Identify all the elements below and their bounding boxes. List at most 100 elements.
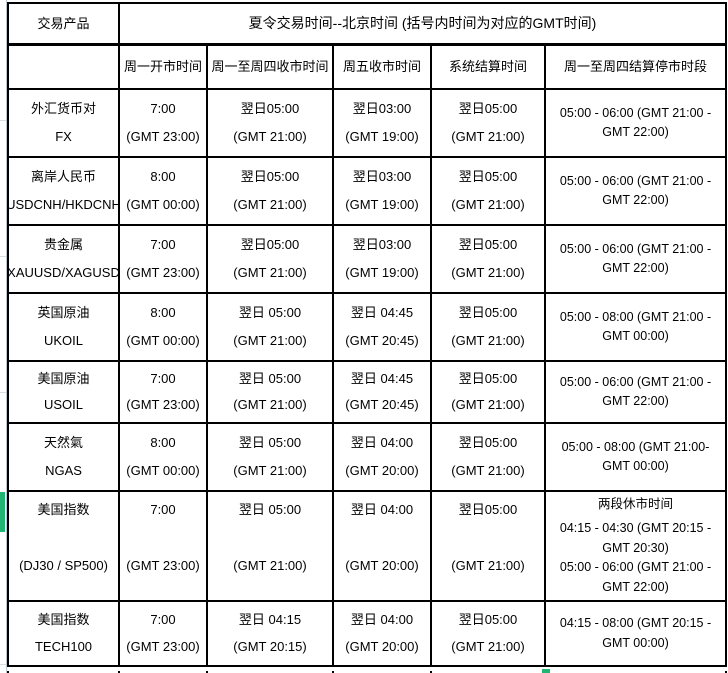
close-mon-thu-cell: 翌日05:00 (GMT 21:00) xyxy=(208,158,332,224)
next-row-border-stub xyxy=(332,671,334,673)
time-value: 翌日05:00 xyxy=(240,169,300,185)
gmt-value: (GMT 21:00) xyxy=(233,129,307,145)
settlement-cell: 翌日05:00 (GMT 21:00) xyxy=(432,602,544,665)
halt-text: 05:00 - 06:00 (GMT 21:00 - GMT 22:00) xyxy=(559,173,712,207)
product-cell: 美国指数 (DJ30 / SP500) xyxy=(9,492,118,600)
close-fri-cell: 翌日 04:00 (GMT 20:00) xyxy=(334,424,430,490)
col-header-open: 周一开市时间 xyxy=(120,46,206,88)
close-fri-cell: 翌日 04:00 (GMT 20:00) xyxy=(334,492,430,600)
gmt-value: (GMT 21:00) xyxy=(233,265,307,281)
selection-fill-handle[interactable] xyxy=(542,669,550,673)
product-code: USOIL xyxy=(43,397,83,413)
open-time-cell: 7:00 (GMT 23:00) xyxy=(120,362,206,422)
gmt-value: (GMT 23:00) xyxy=(126,639,200,655)
close-mon-thu-cell: 翌日05:00 (GMT 21:00) xyxy=(208,90,332,156)
product-code: (DJ30 / SP500) xyxy=(19,558,108,574)
halt-period-cell: 05:00 - 06:00 (GMT 21:00 - GMT 22:00) xyxy=(546,158,725,224)
open-time-cell: 7:00 (GMT 23:00) xyxy=(120,492,206,600)
halt-period-cell: 05:00 - 06:00 (GMT 21:00 - GMT 22:00) xyxy=(546,362,725,422)
time-value: 翌日 04:00 xyxy=(350,435,414,451)
time-value: 翌日05:00 xyxy=(458,237,518,253)
time-value: 翌日 05:00 xyxy=(238,435,302,451)
gmt-value: (GMT 20:45) xyxy=(345,397,419,413)
gmt-value: (GMT 21:00) xyxy=(451,265,525,281)
time-value: 翌日 04:45 xyxy=(350,371,414,387)
gmt-value: (GMT 21:00) xyxy=(233,197,307,213)
excel-gridline xyxy=(6,0,7,673)
product-name: 贵金属 xyxy=(43,237,83,253)
product-code: USDCNH/HKDCNH xyxy=(9,197,118,213)
product-name: 英国原油 xyxy=(37,305,90,321)
open-time-cell: 8:00 (GMT 00:00) xyxy=(120,158,206,224)
time-value: 7:00 xyxy=(150,502,176,517)
gmt-value: (GMT 23:00) xyxy=(126,265,200,281)
time-value: 7:00 xyxy=(150,101,176,117)
close-fri-cell: 翌日 04:45 (GMT 20:45) xyxy=(334,362,430,422)
product-cell: 美国原油 USOIL xyxy=(9,362,118,422)
col-header-settlement: 系统结算时间 xyxy=(432,46,544,88)
gmt-value: (GMT 21:00) xyxy=(451,129,525,145)
product-code: NGAS xyxy=(45,463,82,479)
time-value: 8:00 xyxy=(150,435,176,451)
next-row-border-stub xyxy=(118,671,120,673)
halt-text: 05:00 - 06:00 (GMT 21:00 - GMT 22:00) xyxy=(559,241,712,275)
time-value: 8:00 xyxy=(150,305,176,321)
header-empty-cell xyxy=(9,46,118,88)
halt-text: 05:00 - 06:00 (GMT 21:00 - GMT 22:00) xyxy=(559,374,712,408)
time-value: 翌日 05:00 xyxy=(238,305,302,321)
product-cell: 美国指数 TECH100 xyxy=(9,602,118,665)
close-fri-cell: 翌日03:00 (GMT 19:00) xyxy=(334,90,430,156)
gmt-value: (GMT 00:00) xyxy=(126,333,200,349)
selection-indicator-bar xyxy=(0,492,5,532)
settlement-cell: 翌日05:00 (GMT 21:00) xyxy=(432,362,544,422)
halt-text: 04:15 - 08:00 (GMT 20:15 - GMT 00:00) xyxy=(559,616,712,650)
time-value: 翌日 04:00 xyxy=(350,502,414,517)
product-cell: 离岸人民币 USDCNH/HKDCNH xyxy=(9,158,118,224)
settlement-cell: 翌日05:00 (GMT 21:00) xyxy=(432,158,544,224)
gmt-value: (GMT 00:00) xyxy=(126,197,200,213)
gmt-value: (GMT 19:00) xyxy=(345,265,419,281)
close-fri-cell: 翌日 04:45 (GMT 20:45) xyxy=(334,294,430,360)
product-code: UKOIL xyxy=(43,333,83,349)
next-row-border-stub xyxy=(430,671,432,673)
excel-row-gridline xyxy=(0,664,6,665)
gmt-value: (GMT 21:00) xyxy=(451,558,525,574)
product-name: 外汇货币对 xyxy=(30,101,96,117)
time-value: 翌日05:00 xyxy=(458,101,518,117)
time-value: 7:00 xyxy=(150,612,176,628)
time-value: 7:00 xyxy=(150,371,176,387)
table-title: 夏令交易时间--北京时间 (括号内时间为对应的GMT时间) xyxy=(120,4,725,44)
open-time-cell: 8:00 (GMT 00:00) xyxy=(120,294,206,360)
gmt-value: (GMT 23:00) xyxy=(126,129,200,145)
halt-period-cell: 05:00 - 08:00 (GMT 21:00- GMT 00:00) xyxy=(546,424,725,490)
gmt-value: (GMT 21:00) xyxy=(451,463,525,479)
gmt-value: (GMT 21:00) xyxy=(451,639,525,655)
halt-text: 05:00 - 08:00 (GMT 21:00- GMT 00:00) xyxy=(561,439,710,473)
next-row-border-stub xyxy=(725,671,727,673)
time-value: 翌日05:00 xyxy=(458,371,518,387)
product-cell: 贵金属 XAUUSD/XAGUSD xyxy=(9,226,118,292)
time-value: 翌日 04:15 xyxy=(238,612,302,628)
halt-text: 05:00 - 06:00 (GMT 21:00 - GMT 22:00) xyxy=(559,560,712,594)
gmt-value: (GMT 23:00) xyxy=(126,558,200,574)
gmt-value: (GMT 21:00) xyxy=(233,463,307,479)
gmt-value: (GMT 20:00) xyxy=(345,558,419,574)
gmt-value: (GMT 20:15) xyxy=(233,639,307,655)
time-value: 翌日03:00 xyxy=(352,169,412,185)
next-row-border-stub xyxy=(206,671,208,673)
time-value: 翌日 04:00 xyxy=(350,612,414,628)
product-cell: 外汇货币对 FX xyxy=(9,90,118,156)
excel-row-gridline xyxy=(0,392,6,393)
gmt-value: (GMT 21:00) xyxy=(233,397,307,413)
halt-period-cell: 05:00 - 06:00 (GMT 21:00 - GMT 22:00) xyxy=(546,90,725,156)
time-value: 翌日05:00 xyxy=(458,305,518,321)
product-name: 美国指数 xyxy=(37,502,90,517)
gmt-value: (GMT 20:00) xyxy=(345,463,419,479)
product-cell: 天然氣 NGAS xyxy=(9,424,118,490)
gmt-value: (GMT 19:00) xyxy=(345,197,419,213)
settlement-cell: 翌日05:00 (GMT 21:00) xyxy=(432,424,544,490)
halt-text: 05:00 - 08:00 (GMT 21:00 - GMT 00:00) xyxy=(559,309,712,343)
close-fri-cell: 翌日03:00 (GMT 19:00) xyxy=(334,226,430,292)
product-cell: 英国原油 UKOIL xyxy=(9,294,118,360)
